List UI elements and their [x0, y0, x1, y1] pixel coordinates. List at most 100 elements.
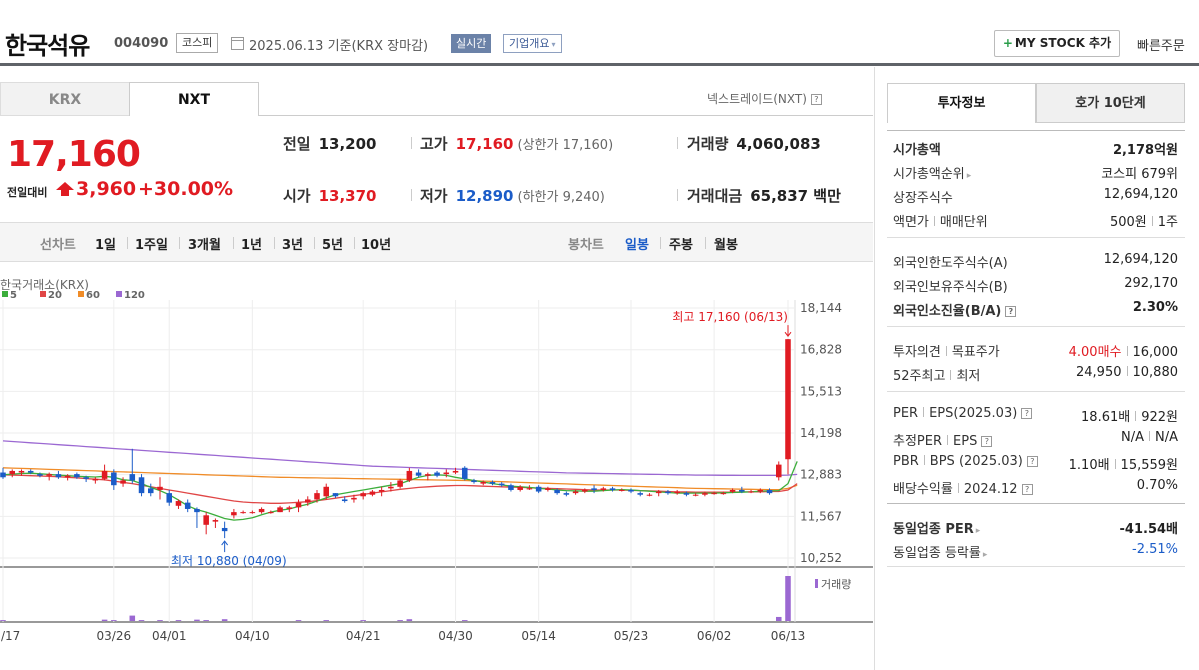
divider [957, 483, 959, 493]
divider [705, 237, 706, 249]
help-icon[interactable]: ? [1021, 408, 1033, 419]
prev-label: 전일 [283, 135, 311, 153]
amount-label: 거래대금 [687, 187, 743, 205]
value-text: 코스피 679위 [1101, 167, 1178, 182]
amount-value: 65,837 백만 [750, 187, 841, 205]
help-icon[interactable]: ? [981, 436, 993, 447]
divider [1126, 346, 1128, 356]
quick-order-button[interactable]: 빠른주문 [1137, 35, 1185, 54]
period-3y[interactable]: 3년 [282, 238, 304, 253]
help-icon[interactable]: ? [810, 94, 822, 105]
label-text: 시가총액 [893, 143, 941, 158]
min-arrow-head [221, 540, 229, 546]
row-value: 2.30% [1133, 300, 1178, 315]
value-text: 12,694,120 [1103, 252, 1178, 267]
tab-nxt[interactable]: NXT [129, 82, 259, 116]
y-tick-label: 15,513 [800, 384, 842, 398]
company-info-dropdown[interactable]: 기업개요 ▾ [503, 34, 562, 53]
tab-invest-info[interactable]: 투자정보 [887, 83, 1036, 123]
candle-body [55, 474, 62, 478]
candle-body [166, 493, 173, 503]
period-weekly[interactable]: 주봉 [669, 238, 693, 253]
period-3m[interactable]: 3개월 [188, 238, 221, 253]
value-text: 292,170 [1124, 276, 1178, 291]
divider [233, 237, 234, 249]
candle-body [674, 491, 680, 494]
value-text: 12,694,120 [1103, 187, 1178, 202]
candle-body [351, 497, 357, 500]
candle-body [268, 512, 274, 514]
period-1w[interactable]: 1주일 [135, 238, 168, 253]
period-daily[interactable]: 일봉 [625, 238, 649, 253]
invest-info-row: 외국인보유주식수(B) 292,170 [893, 274, 1178, 298]
candle-body [489, 482, 496, 484]
label-text-secondary: 매매단위 [939, 215, 988, 230]
label-text: PER [893, 406, 919, 421]
volume-bar [0, 620, 6, 621]
period-1d[interactable]: 1일 [95, 238, 117, 253]
x-tick-label: 04/21 [346, 629, 381, 643]
low-label: 저가 [420, 187, 448, 205]
ma5-swatch [2, 291, 8, 297]
candle-body [388, 486, 394, 489]
row-value: 500원 1주 [1110, 211, 1178, 230]
period-10y[interactable]: 10년 [361, 238, 392, 253]
right-panel [874, 67, 1199, 670]
legend-ma60: 60 [78, 290, 100, 301]
divider [411, 137, 412, 149]
tab-orderbook[interactable]: 호가 10단계 [1036, 83, 1185, 123]
add-mystock-button[interactable]: + MY STOCK 추가 [994, 30, 1120, 57]
realtime-button[interactable]: 실시간 [451, 34, 492, 53]
help-icon[interactable]: ? [1005, 306, 1017, 317]
invest-info-row: 외국인한도주식수(A) 12,694,120 [893, 250, 1178, 274]
row-label: 추정PER EPS? [893, 430, 993, 449]
candle-body [138, 477, 145, 494]
market-badge: 코스피 [176, 33, 219, 53]
label-text: 배당수익률 [893, 482, 953, 497]
period-monthly[interactable]: 월봉 [714, 238, 738, 253]
row-label[interactable]: 동일업종 등락률 ▸ [893, 542, 987, 561]
candle-body [757, 489, 764, 492]
invest-info-row: 추정PER EPS? N/A N/A [893, 428, 1178, 452]
period-5y[interactable]: 5년 [322, 238, 344, 253]
row-label[interactable]: 시가총액순위 ▸ [893, 163, 971, 182]
volume-bar [157, 620, 163, 621]
row-value: 12,694,120 [1104, 252, 1178, 267]
value-text: -41.54배 [1119, 522, 1178, 537]
y-tick-label: 12,883 [800, 468, 842, 482]
period-toolbar: 선차트 1일 1주일 3개월 1년 3년 5년 10년 봉차트 일봉 주봉 월봉 [0, 222, 873, 262]
candle-body [600, 488, 607, 490]
help-icon[interactable]: ? [1021, 484, 1033, 495]
divider [933, 216, 935, 226]
label-text: 상장주식수 [893, 191, 953, 206]
row-label: PBR BPS (2025.03)? [893, 454, 1038, 469]
chart-title: 한국거래소(KRX) [0, 278, 89, 292]
divider [945, 346, 947, 356]
candle-body [212, 520, 219, 522]
candle-chart-label: 봉차트 [568, 238, 604, 253]
y-tick-label: 11,567 [800, 509, 842, 523]
candle-body [46, 474, 52, 476]
section-divider [887, 566, 1185, 567]
candle-body [406, 470, 413, 481]
candle-body [184, 502, 191, 509]
divider [947, 435, 949, 445]
ma20-label: 20 [48, 290, 62, 301]
divider [1135, 411, 1137, 421]
row-label[interactable]: 동일업종 PER ▸ [893, 518, 980, 537]
prev-value: 13,200 [318, 135, 377, 153]
candle-body [729, 489, 736, 492]
candle-body [37, 474, 43, 476]
help-icon[interactable]: ? [1026, 456, 1038, 467]
period-1y[interactable]: 1년 [241, 238, 263, 253]
label-text: 52주최고 [893, 369, 946, 384]
tab-krx[interactable]: KRX [0, 82, 129, 116]
volume-bar [323, 620, 330, 621]
volume-bar [785, 576, 791, 621]
price-chart[interactable]: 18,144 16,828 15,513 14,198 12,883 11,567 10,2… [0, 300, 873, 650]
value-text-secondary: N/A [1155, 430, 1178, 445]
volume-value: 4,060,083 [736, 135, 821, 153]
label-text-secondary: BPS (2025.03) [929, 454, 1023, 469]
max-price-annotation: 최고 17,160 (06/13) [672, 310, 788, 324]
nxt-info-link[interactable]: 넥스트레이드(NXT)? [707, 90, 822, 107]
